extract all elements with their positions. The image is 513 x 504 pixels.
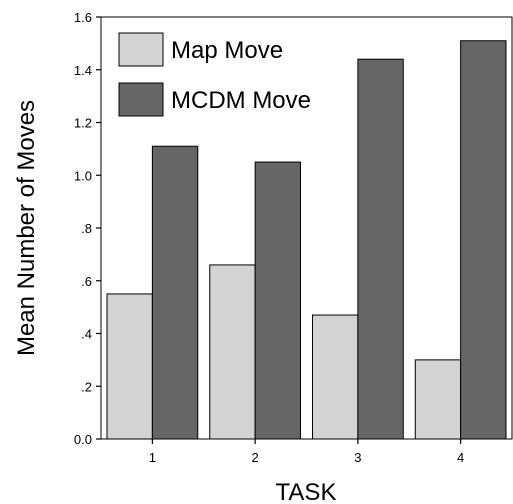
x-tick-label: 1 [149,450,156,465]
legend-label: MCDM Move [171,87,311,114]
legend-swatch [118,82,164,117]
bar-mcdm-move-task-3 [357,58,404,440]
y-tick-label: .2 [81,379,92,394]
y-tick-label: 0.0 [74,432,92,447]
bars-group [106,40,507,440]
legend: Map Move MCDM Move [118,32,311,117]
y-tick-label: 1.2 [74,116,92,131]
bar-map-move-task-3 [312,314,359,440]
y-tick-label: .4 [81,327,92,342]
x-axis-title: TASK [276,479,337,504]
y-tick-label: 1.6 [74,10,92,25]
legend-label: Map Move [171,37,283,64]
x-axis: 1 2 3 4 [149,439,464,465]
legend-swatch [118,32,164,67]
y-axis: 0.0 .2 .4 .6 .8 1.0 1.2 1.4 1.6 [74,10,101,447]
y-axis-title: Mean Number of Moves [13,100,40,356]
bar-mcdm-move-task-1 [151,145,199,440]
bar-mcdm-move-task-2 [254,161,301,440]
y-tick-label: 1.0 [74,168,92,183]
x-tick-label: 4 [457,450,464,465]
bar-map-move-task-2 [209,264,256,440]
bar-map-move-task-4 [414,359,462,440]
y-tick-label: 1.4 [74,63,92,78]
bar-map-move-task-1 [106,293,153,440]
x-tick-label: 3 [354,450,361,465]
bar-mcdm-move-task-4 [460,40,507,440]
y-tick-label: .6 [81,274,92,289]
x-tick-label: 2 [252,450,259,465]
y-tick-label: .8 [81,221,92,236]
